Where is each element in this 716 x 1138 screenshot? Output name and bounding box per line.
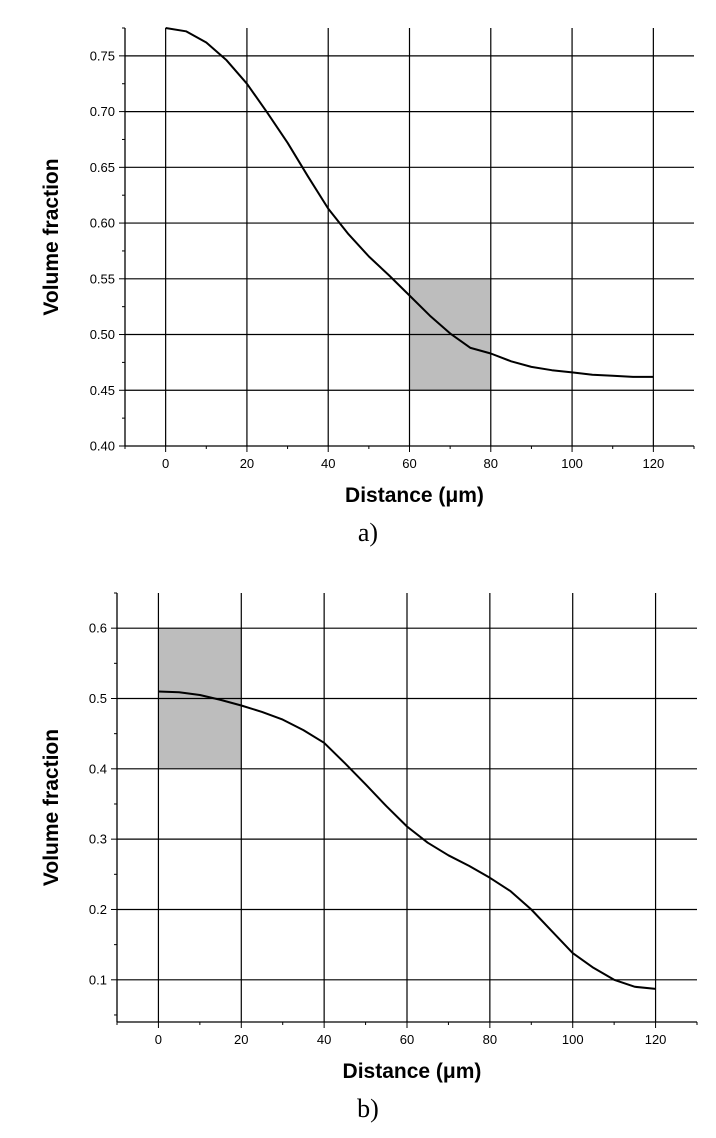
panel-label: a) bbox=[358, 518, 378, 547]
x-tick-label: 40 bbox=[321, 456, 335, 471]
x-tick-label: 100 bbox=[562, 1032, 584, 1047]
y-tick-label: 0.4 bbox=[89, 761, 107, 776]
y-tick-label: 0.1 bbox=[89, 972, 107, 987]
y-tick-label: 0.70 bbox=[90, 104, 115, 119]
y-tick-label: 0.5 bbox=[89, 691, 107, 706]
x-tick-label: 20 bbox=[240, 456, 254, 471]
x-tick-label: 60 bbox=[402, 456, 416, 471]
x-tick-label: 0 bbox=[162, 456, 169, 471]
y-tick-label: 0.2 bbox=[89, 902, 107, 917]
x-axis-title: Distance (μm) bbox=[345, 484, 484, 507]
x-tick-label: 80 bbox=[484, 456, 498, 471]
x-tick-label: 60 bbox=[400, 1032, 414, 1047]
x-tick-label: 120 bbox=[645, 1032, 667, 1047]
x-axis-title: Distance (μm) bbox=[343, 1060, 482, 1083]
y-tick-label: 0.60 bbox=[90, 216, 115, 231]
series-line bbox=[165, 27, 654, 378]
y-tick-label: 0.55 bbox=[90, 271, 115, 286]
x-tick-label: 100 bbox=[561, 456, 583, 471]
x-tick-label: 120 bbox=[643, 456, 665, 471]
y-tick-label: 0.50 bbox=[90, 327, 115, 342]
x-tick-label: 40 bbox=[317, 1032, 331, 1047]
y-tick-label: 0.6 bbox=[89, 621, 107, 636]
panel-label: b) bbox=[357, 1094, 379, 1123]
y-axis-title: Volume fraction bbox=[40, 158, 63, 315]
y-tick-label: 0.3 bbox=[89, 832, 107, 847]
series-line bbox=[158, 690, 656, 990]
y-tick-label: 0.65 bbox=[90, 160, 115, 175]
x-tick-label: 0 bbox=[155, 1032, 162, 1047]
x-tick-label: 80 bbox=[483, 1032, 497, 1047]
chart-a: 0 20 40 60 80 100 120 0.40 0.45 0.50 0.55 0.60 0.65 0… bbox=[40, 27, 695, 547]
y-tick-label: 0.45 bbox=[90, 383, 115, 398]
chart-b: 0 20 40 60 80 100 120 0.1 0.2 0.3 0.4 0.5 0.6 Distanc… bbox=[40, 592, 698, 1123]
y-axis-title: Volume fraction bbox=[40, 729, 63, 886]
y-tick-label: 0.75 bbox=[90, 48, 115, 63]
y-tick-label: 0.40 bbox=[90, 439, 115, 454]
x-tick-label: 20 bbox=[234, 1032, 248, 1047]
